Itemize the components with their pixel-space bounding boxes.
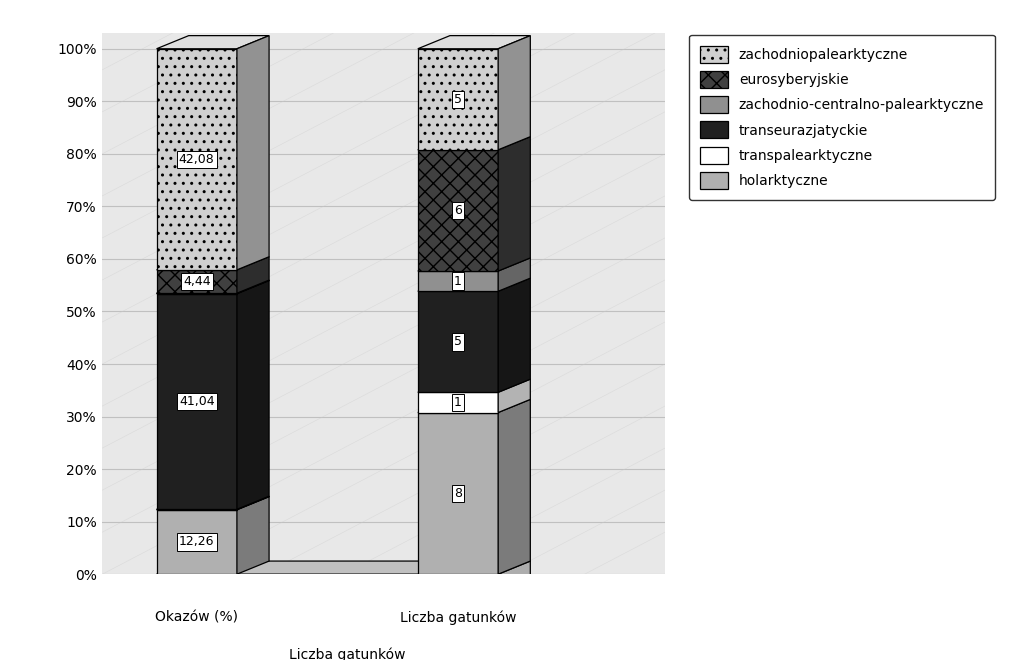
Polygon shape [417,379,530,392]
Text: 41,04: 41,04 [179,395,215,408]
Polygon shape [498,399,530,574]
Polygon shape [157,270,237,293]
Polygon shape [417,49,498,150]
Polygon shape [157,294,237,510]
Polygon shape [237,280,269,294]
Polygon shape [498,258,530,291]
Polygon shape [237,496,269,510]
Text: Liczba gatunków: Liczba gatunków [400,611,517,626]
Text: Liczba gatunków: Liczba gatunków [290,647,406,660]
Polygon shape [417,392,498,412]
Legend: zachodniopalearktyczne, eurosyberyjskie, zachodnio-centralno-palearktyczne, tran: zachodniopalearktyczne, eurosyberyjskie,… [688,34,995,200]
Text: 1: 1 [454,396,462,409]
Polygon shape [417,399,530,412]
Text: 1: 1 [454,275,462,288]
Polygon shape [157,510,237,574]
Text: Okazów (%): Okazów (%) [155,611,238,625]
Text: 5: 5 [454,335,462,348]
Polygon shape [157,496,269,510]
Polygon shape [417,36,530,49]
Polygon shape [157,496,269,510]
Text: 42,08: 42,08 [179,153,215,166]
Polygon shape [237,496,269,574]
Polygon shape [498,278,530,392]
Polygon shape [157,561,530,574]
Polygon shape [157,280,269,294]
Polygon shape [157,36,269,49]
Polygon shape [417,137,530,150]
Polygon shape [498,137,530,271]
Text: 6: 6 [454,204,462,217]
Polygon shape [157,49,237,270]
Polygon shape [157,280,269,293]
Polygon shape [417,278,530,291]
Polygon shape [417,291,498,392]
Polygon shape [498,561,530,593]
Polygon shape [157,257,269,270]
Polygon shape [417,271,498,291]
Text: 12,26: 12,26 [179,535,215,548]
Polygon shape [417,258,530,271]
Polygon shape [498,36,530,150]
Polygon shape [417,412,498,574]
Polygon shape [417,150,498,271]
Polygon shape [237,36,269,270]
Polygon shape [498,379,530,412]
Polygon shape [237,257,269,293]
Text: 5: 5 [454,93,462,106]
Polygon shape [237,280,269,510]
Text: 4,44: 4,44 [183,275,211,288]
Polygon shape [157,574,498,593]
Text: 8: 8 [454,487,462,500]
